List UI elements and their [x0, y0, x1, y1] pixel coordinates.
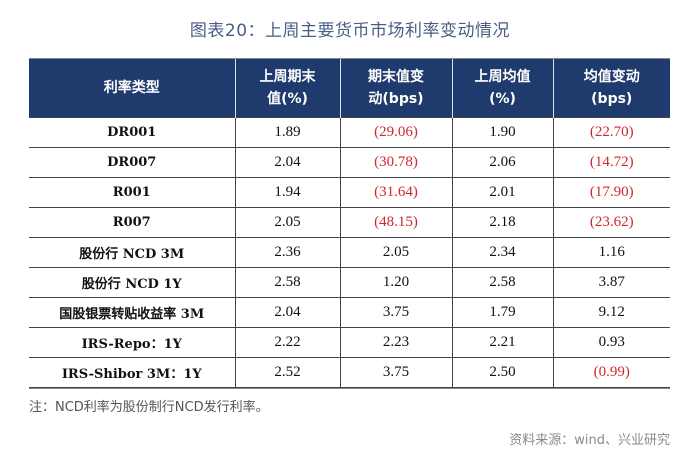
value-cell: 1.90 — [451, 117, 554, 148]
table-header-row: 利率类型 上周期末 值(%) 期末值变 动(bps) 上周均值 (%) 均值变动 (bps) — [29, 59, 670, 118]
value-cell: 3.75 — [339, 357, 453, 388]
value-cell: 2.23 — [339, 327, 453, 358]
header-line: 期末值变 — [368, 69, 424, 85]
rate-type-cell: R007 — [29, 207, 236, 238]
header-last-week-end-value: 上周期末值(%) — [234, 59, 341, 118]
rate-type-cell: IRS-Shibor 3M：1Y — [29, 357, 236, 388]
value-cell: 2.52 — [234, 357, 341, 388]
rate-type-cell: DR001 — [29, 117, 236, 148]
table-body: DR001 1.89 (29.06) 1.90 (22.70) DR007 2.04 (30.… — [29, 117, 670, 388]
table-row: IRS-Shibor 3M：1Y 2.52 3.75 2.50 (0.99) — [29, 357, 670, 388]
value-cell: (14.72) — [552, 147, 670, 178]
value-cell: 2.58 — [234, 267, 341, 298]
value-cell: 1.89 — [234, 117, 341, 148]
value-cell: 3.87 — [552, 267, 670, 298]
header-line: 值(%) — [267, 91, 308, 107]
rate-type-cell: DR007 — [29, 147, 236, 178]
value-cell: 2.04 — [234, 297, 341, 328]
value-cell: 2.18 — [451, 207, 554, 238]
value-cell: 3.75 — [339, 297, 453, 328]
value-cell: 2.22 — [234, 327, 341, 358]
value-cell: (48.15) — [339, 207, 453, 238]
header-line: 利率类型 — [103, 80, 160, 96]
value-cell: 2.05 — [234, 207, 341, 238]
value-cell: 1.16 — [552, 237, 670, 268]
value-cell: (22.70) — [552, 117, 670, 148]
header-line: (bps) — [591, 91, 633, 107]
header-line: 上周期末 — [259, 69, 316, 85]
header-line: (%) — [489, 91, 516, 107]
value-cell: 2.05 — [339, 237, 453, 268]
source-attribution: 资料来源：wind、兴业研究 — [509, 433, 670, 448]
table-row: DR007 2.04 (30.78) 2.06 (14.72) — [29, 147, 670, 178]
value-cell: (31.64) — [339, 177, 453, 208]
header-rate-type: 利率类型 — [29, 59, 236, 118]
header-end-value-change: 期末值变动(bps) — [339, 59, 453, 118]
value-cell: (23.62) — [552, 207, 670, 238]
value-cell: 2.06 — [451, 147, 554, 178]
rate-table: 利率类型 上周期末 值(%) 期末值变 动(bps) 上周均值 (%) 均值变动 (bps) D… — [29, 59, 670, 388]
table-note: 注：NCD利率为股份制行NCD发行利率。 — [29, 400, 269, 415]
figure-title: 图表20：上周主要货币市场利率变动情况 — [189, 21, 511, 41]
value-cell: (0.99) — [552, 357, 670, 388]
value-cell: 2.04 — [234, 147, 341, 178]
header-line: 均值变动 — [583, 69, 640, 85]
table-row: 股份行 NCD 3M 2.36 2.05 2.34 1.16 — [29, 237, 670, 268]
value-cell: 2.34 — [451, 237, 554, 268]
value-cell: (17.90) — [552, 177, 670, 208]
rate-type-cell: 股份行 NCD 3M — [29, 237, 236, 268]
header-line: 上周均值 — [474, 69, 531, 85]
value-cell: 2.50 — [451, 357, 554, 388]
value-cell: 2.01 — [451, 177, 554, 208]
table-row: IRS-Repo：1Y 2.22 2.23 2.21 0.93 — [29, 327, 670, 358]
value-cell: 2.58 — [451, 267, 554, 298]
value-cell: 0.93 — [552, 327, 670, 358]
rate-type-cell: IRS-Repo：1Y — [29, 327, 236, 358]
table-row: R007 2.05 (48.15) 2.18 (23.62) — [29, 207, 670, 238]
rate-type-cell: 股份行 NCD 1Y — [29, 267, 236, 298]
value-cell: (30.78) — [339, 147, 453, 178]
value-cell: 2.36 — [234, 237, 341, 268]
value-cell: 1.79 — [451, 297, 554, 328]
table-row: 国股银票转贴收益率 3M 2.04 3.75 1.79 9.12 — [29, 297, 670, 328]
value-cell: 1.94 — [234, 177, 341, 208]
table-row: R001 1.94 (31.64) 2.01 (17.90) — [29, 177, 670, 208]
header-average-change: 均值变动 (bps) — [552, 59, 670, 118]
rate-type-cell: 国股银票转贴收益率 3M — [29, 297, 236, 328]
value-cell: (29.06) — [339, 117, 453, 148]
rate-table-container: 利率类型 上周期末 值(%) 期末值变 动(bps) 上周均值 (%) 均值变动 (bps) D… — [29, 58, 670, 389]
rate-type-cell: R001 — [29, 177, 236, 208]
table-row: 股份行 NCD 1Y 2.58 1.20 2.58 3.87 — [29, 267, 670, 298]
table-row: DR001 1.89 (29.06) 1.90 (22.70) — [29, 117, 670, 148]
header-line: 动(bps) — [368, 91, 424, 107]
value-cell: 2.21 — [451, 327, 554, 358]
value-cell: 1.20 — [339, 267, 453, 298]
header-last-week-average: 上周均值 (%) — [451, 59, 554, 118]
value-cell: 9.12 — [552, 297, 670, 328]
